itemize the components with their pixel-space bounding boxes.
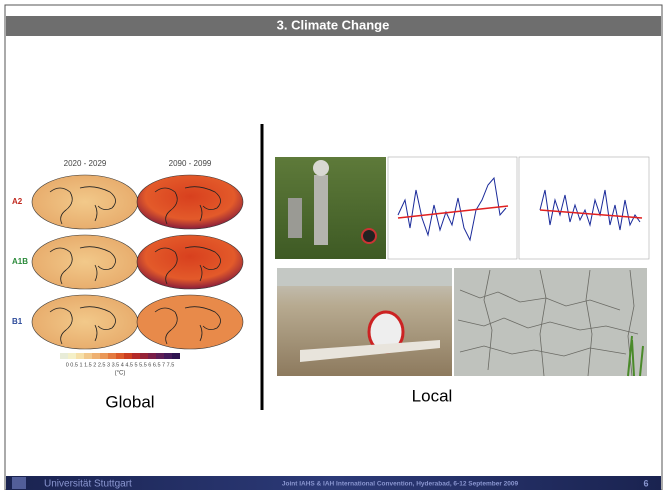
colorbar xyxy=(60,353,180,359)
gauge-post xyxy=(314,175,328,245)
map-panel xyxy=(32,175,138,229)
map-panel xyxy=(137,295,243,349)
row-label: A1B xyxy=(12,257,28,266)
map-panel xyxy=(32,295,138,349)
gauge-marker xyxy=(362,229,376,243)
slide: 3. Climate Change 2020 - 2029 2090 - 209… xyxy=(0,0,667,490)
map-panel xyxy=(137,235,243,289)
footer-event: Joint IAHS & IAH International Conventio… xyxy=(282,481,519,488)
page-number: 6 xyxy=(643,478,648,488)
map-panel xyxy=(137,175,243,229)
gauge-cap xyxy=(313,160,329,176)
chart-thumbnail xyxy=(519,157,649,259)
gauge-post xyxy=(288,198,302,238)
colorbar-ticks: 0 0.5 1 1.5 2 2.5 3 3.5 4 4.5 5 5.5 6 6.… xyxy=(66,362,175,368)
colorbar-unit: (°C) xyxy=(115,371,126,377)
chart-thumbnail xyxy=(388,157,517,259)
flood-sky xyxy=(277,268,452,286)
column-label: 2090 - 2099 xyxy=(169,159,212,168)
footer-logo xyxy=(12,477,26,489)
map-panel xyxy=(32,235,138,289)
row-label: B1 xyxy=(12,317,23,326)
column-label: 2020 - 2029 xyxy=(64,159,107,168)
row-label: A2 xyxy=(12,197,23,206)
slide-title: 3. Climate Change xyxy=(277,17,390,32)
footer-institution: Universität Stuttgart xyxy=(44,479,132,490)
global-caption: Global xyxy=(105,392,154,411)
local-caption: Local xyxy=(412,386,453,405)
